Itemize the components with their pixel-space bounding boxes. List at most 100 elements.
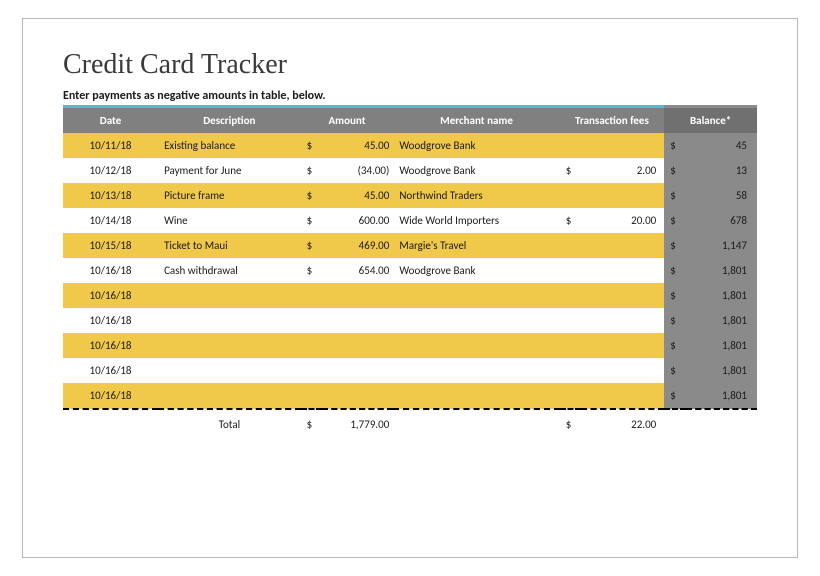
table-row[interactable]: 10/16/18 $1,801 (63, 358, 757, 383)
cell-merchant[interactable] (393, 333, 559, 358)
cell-date[interactable]: 10/13/18 (63, 183, 158, 208)
cell-fee-symbol (560, 333, 581, 358)
cell-amount-symbol: $ (301, 233, 322, 258)
total-label: Total (158, 409, 301, 439)
table-row[interactable]: 10/13/18Picture frame$45.00Northwind Tra… (63, 183, 757, 208)
cell-amount[interactable]: 45.00 (322, 183, 393, 208)
cell-fee-symbol (560, 233, 581, 258)
cell-balance-symbol: $ (664, 333, 685, 358)
cell-amount[interactable] (322, 383, 393, 409)
cell-balance-symbol: $ (664, 383, 685, 409)
cell-balance: 13 (686, 158, 757, 183)
cell-balance-symbol: $ (664, 258, 685, 283)
cell-merchant[interactable]: Northwind Traders (393, 183, 559, 208)
table-header-row: Date Description Amount Merchant name Tr… (63, 107, 757, 134)
col-merchant: Merchant name (393, 107, 559, 134)
cell-date[interactable]: 10/11/18 (63, 133, 158, 158)
cell-fee[interactable] (581, 258, 664, 283)
table-row[interactable]: 10/12/18Payment for June $ (34.00)Woodgrov… (63, 158, 757, 183)
cell-description[interactable] (158, 308, 301, 333)
total-fee: 22.00 (581, 409, 664, 439)
cell-fee-symbol (560, 358, 581, 383)
cell-merchant[interactable]: Woodgrove Bank (393, 158, 559, 183)
cell-fee[interactable] (581, 308, 664, 333)
cell-balance-symbol: $ (664, 308, 685, 333)
cell-merchant[interactable] (393, 383, 559, 409)
cell-description[interactable]: Existing balance (158, 133, 301, 158)
cell-amount[interactable]: (34.00) (322, 158, 393, 183)
cell-merchant[interactable]: Woodgrove Bank (393, 258, 559, 283)
cell-date[interactable]: 10/15/18 (63, 233, 158, 258)
cell-fee-symbol: $ (560, 208, 581, 233)
cell-date[interactable]: 10/14/18 (63, 208, 158, 233)
table-row[interactable]: 10/14/18Wine$600.00Wide World Importers$… (63, 208, 757, 233)
cell-fee[interactable] (581, 333, 664, 358)
cell-amount[interactable] (322, 358, 393, 383)
cell-description[interactable] (158, 383, 301, 409)
cell-amount[interactable]: 469.00 (322, 233, 393, 258)
cell-description[interactable] (158, 333, 301, 358)
page-subtitle: Enter payments as negative amounts in ta… (63, 89, 757, 103)
cell-amount[interactable]: 45.00 (322, 133, 393, 158)
col-description: Description (158, 107, 301, 134)
table-row[interactable]: 10/16/18$1,801 (63, 383, 757, 409)
cell-amount[interactable]: 600.00 (322, 208, 393, 233)
page-title: Credit Card Tracker (63, 49, 757, 81)
cell-date[interactable]: 10/16/18 (63, 358, 158, 383)
cell-balance-symbol: $ (664, 233, 685, 258)
cell-merchant[interactable]: Woodgrove Bank (393, 133, 559, 158)
cell-date[interactable]: 10/16/18 (63, 283, 158, 308)
table-row[interactable]: 10/16/18$1,801 (63, 333, 757, 358)
cell-balance: 678 (686, 208, 757, 233)
cell-date[interactable]: 10/16/18 (63, 308, 158, 333)
cell-fee[interactable] (581, 133, 664, 158)
cell-date[interactable]: 10/12/18 (63, 158, 158, 183)
cell-fee[interactable] (581, 383, 664, 409)
cell-fee[interactable] (581, 233, 664, 258)
cell-balance-symbol: $ (664, 358, 685, 383)
cell-description[interactable]: Ticket to Maui (158, 233, 301, 258)
cell-description[interactable]: Payment for June (158, 158, 301, 183)
cell-balance: 1,801 (686, 358, 757, 383)
page-frame: Credit Card Tracker Enter payments as ne… (22, 18, 798, 558)
cell-merchant[interactable]: Wide World Importers (393, 208, 559, 233)
cell-fee[interactable]: 2.00 (581, 158, 664, 183)
cell-amount[interactable] (322, 283, 393, 308)
cell-balance: 1,147 (686, 233, 757, 258)
cell-fee[interactable] (581, 283, 664, 308)
cell-fee-symbol (560, 308, 581, 333)
cell-amount[interactable]: 654.00 (322, 258, 393, 283)
col-balance: Balance* (664, 107, 757, 134)
table-row[interactable]: 10/16/18Cash withdrawal $654.00Woodgrove … (63, 258, 757, 283)
cell-date[interactable]: 10/16/18 (63, 333, 158, 358)
cell-description[interactable]: Picture frame (158, 183, 301, 208)
cell-date[interactable]: 10/16/18 (63, 258, 158, 283)
cell-description[interactable]: Cash withdrawal (158, 258, 301, 283)
cell-fee[interactable] (581, 358, 664, 383)
cell-balance: 45 (686, 133, 757, 158)
cell-merchant[interactable] (393, 308, 559, 333)
cell-fee[interactable]: 20.00 (581, 208, 664, 233)
cell-fee-symbol (560, 133, 581, 158)
cell-amount-symbol (301, 358, 322, 383)
cell-merchant[interactable] (393, 283, 559, 308)
cell-description[interactable] (158, 283, 301, 308)
table-row[interactable]: 10/16/18$1,801 (63, 308, 757, 333)
cell-merchant[interactable] (393, 358, 559, 383)
table-row[interactable]: 10/11/18Existing balance$45.00Woodgrove … (63, 133, 757, 158)
cell-description[interactable]: Wine (158, 208, 301, 233)
cell-amount[interactable] (322, 308, 393, 333)
cell-fee[interactable] (581, 183, 664, 208)
table-row[interactable]: 10/16/18$1,801 (63, 283, 757, 308)
cell-description[interactable] (158, 358, 301, 383)
cell-fee-symbol (560, 283, 581, 308)
cell-merchant[interactable]: Margie's Travel (393, 233, 559, 258)
cell-fee-symbol (560, 258, 581, 283)
totals-row: Total $ 1,779.00 $ 22.00 (63, 409, 757, 439)
cell-date[interactable]: 10/16/18 (63, 383, 158, 409)
cell-balance-symbol: $ (664, 208, 685, 233)
cell-amount[interactable] (322, 333, 393, 358)
cell-fee-symbol: $ (560, 158, 581, 183)
table-row[interactable]: 10/15/18Ticket to Maui$469.00Margie's Tr… (63, 233, 757, 258)
cell-amount-symbol: $ (301, 133, 322, 158)
